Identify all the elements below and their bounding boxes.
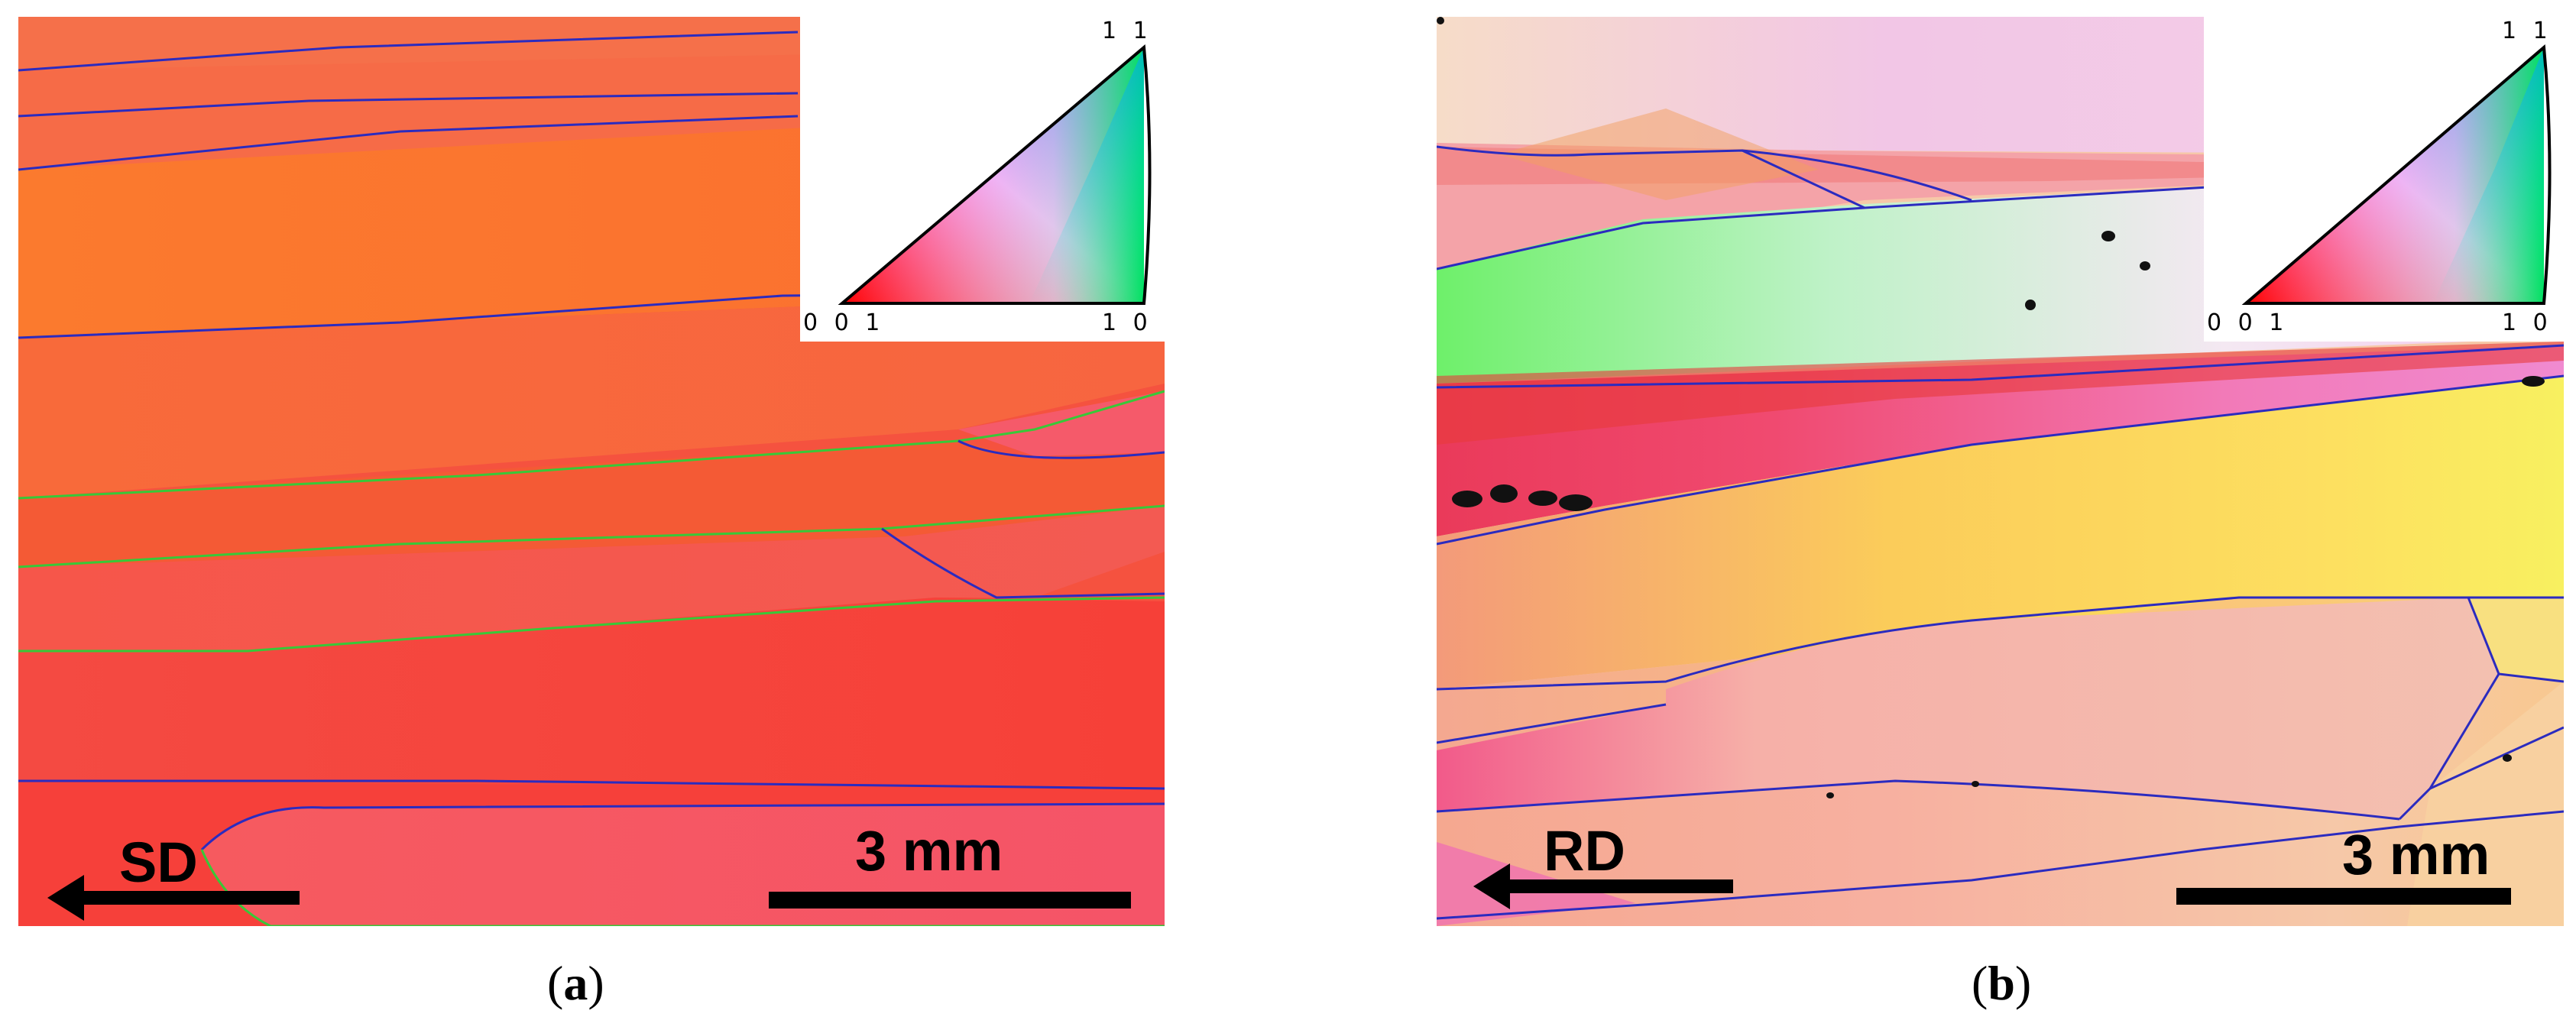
grain-boundary bbox=[1742, 149, 1972, 202]
pore-defect bbox=[1528, 491, 1557, 506]
pore-defect bbox=[1559, 494, 1593, 511]
caption-b: (b) bbox=[1972, 956, 2032, 1010]
grain-boundary bbox=[957, 439, 1165, 459]
pore-defect bbox=[1437, 17, 1444, 24]
direction-label-rd: RD bbox=[1544, 819, 1625, 883]
grain-boundary bbox=[1437, 596, 2564, 691]
pore-defect bbox=[2025, 300, 2036, 310]
grain-boundary bbox=[1437, 703, 1667, 744]
grain-boundary bbox=[200, 802, 1165, 851]
pore-defect bbox=[1490, 484, 1518, 503]
direction-label-sd: SD bbox=[119, 831, 198, 894]
pore-defect bbox=[2101, 231, 2115, 241]
ipf-label-111: 1 1 1 bbox=[2502, 18, 2564, 44]
grain-band bbox=[2407, 682, 2564, 926]
pore-defect bbox=[2522, 376, 2545, 387]
scale-bar-b bbox=[2176, 888, 2511, 905]
grain-band bbox=[18, 506, 1165, 651]
scale-bar-a bbox=[769, 892, 1131, 909]
scale-bar-label-b: 3 mm bbox=[2342, 823, 2490, 886]
grain-boundary bbox=[18, 596, 1165, 653]
ipf-label-101: 1 0 1 bbox=[1102, 309, 1165, 336]
grain-band bbox=[2468, 598, 2564, 682]
grain-boundary bbox=[1437, 374, 2564, 546]
direction-arrow-icon bbox=[1473, 863, 1733, 909]
ipf-color-key-a: 1 1 1 0 0 1 1 0 1 bbox=[800, 17, 1165, 342]
grain-band bbox=[1437, 376, 2564, 689]
grain-band bbox=[1437, 342, 2564, 445]
caption-a: (a) bbox=[547, 956, 604, 1010]
grain-boundary bbox=[881, 527, 1165, 599]
grain-boundary bbox=[1437, 810, 2564, 920]
grain-boundary bbox=[18, 504, 1165, 568]
pore-defect bbox=[1452, 491, 1482, 507]
grain-boundary bbox=[18, 779, 1165, 790]
ipf-label-101: 1 0 1 bbox=[2502, 309, 2564, 336]
ipf-triangle-a bbox=[838, 44, 1152, 305]
scale-bar-label-a: 3 mm bbox=[855, 819, 1003, 883]
grain-boundary bbox=[2429, 726, 2564, 790]
ebsd-map-panel-b: 1 1 1 0 0 1 1 0 1 RD 3 mm bbox=[1437, 17, 2564, 926]
orientation-map-b bbox=[1437, 17, 2564, 926]
grain-boundary bbox=[1437, 344, 2564, 389]
ipf-label-001: 0 0 1 bbox=[803, 309, 885, 336]
grain-band bbox=[1437, 598, 2499, 819]
grain-band bbox=[18, 441, 1165, 567]
ipf-label-111: 1 1 1 bbox=[1102, 18, 1165, 44]
pore-defect bbox=[1826, 792, 1834, 798]
pore-defect bbox=[1972, 781, 1979, 787]
grain-boundary bbox=[1437, 206, 1865, 270]
direction-arrow-icon bbox=[47, 875, 300, 921]
grain-boundary bbox=[18, 92, 799, 118]
pore-defect bbox=[2503, 754, 2512, 762]
grain-boundary bbox=[1437, 779, 2400, 821]
grain-boundary bbox=[18, 115, 799, 171]
ipf-color-key-b: 1 1 1 0 0 1 1 0 1 bbox=[2204, 17, 2564, 342]
ipf-label-001: 0 0 1 bbox=[2207, 309, 2289, 336]
grain-band bbox=[18, 598, 1165, 789]
ebsd-map-panel-a: 1 1 1 0 0 1 1 0 1 SD 3 mm bbox=[18, 17, 1165, 926]
grain-boundary bbox=[18, 31, 799, 72]
grain-band bbox=[18, 292, 1165, 498]
grain-band bbox=[1498, 109, 1819, 200]
ipf-triangle-b bbox=[2241, 44, 2552, 305]
pore-defect bbox=[2140, 261, 2150, 270]
grain-boundary bbox=[1437, 145, 2564, 209]
